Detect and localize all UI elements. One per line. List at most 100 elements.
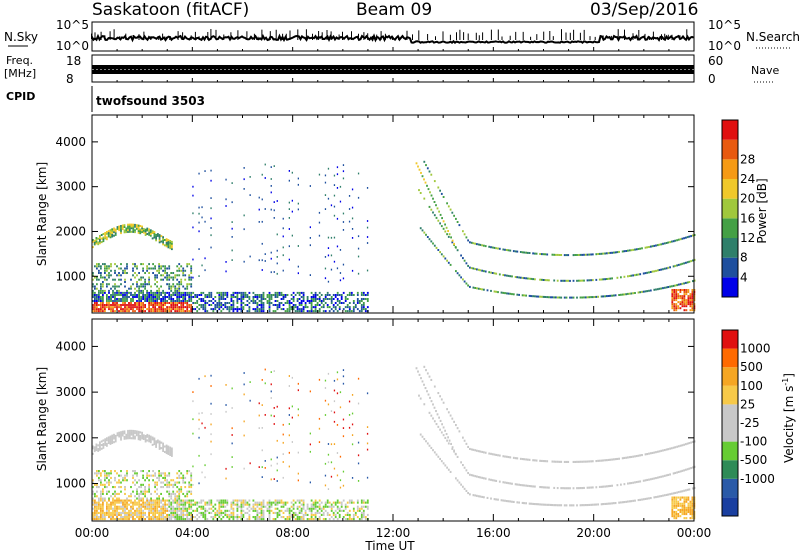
velocity-cell-984 (114, 479, 116, 482)
velocity-cell-302 (162, 503, 164, 506)
power-cell-1291 (137, 230, 140, 232)
power-cell-10 (94, 306, 96, 309)
power-cell-716 (294, 310, 297, 313)
velocity-cell-772 (312, 503, 315, 506)
velocity-cell-1488 (324, 414, 327, 416)
power-cell-1716 (479, 269, 482, 272)
velocity-cell-529 (228, 509, 231, 512)
velocity-cell-1462 (288, 407, 290, 410)
power-cell-793 (318, 296, 321, 298)
power-cell-1585 (495, 247, 498, 250)
power-cell-1153 (178, 274, 181, 277)
power-cell-1144 (176, 278, 179, 281)
power-cell-23 (96, 300, 98, 302)
cbar-swatch-8 (722, 348, 738, 368)
velocity-cell-539 (232, 513, 235, 516)
velocity-cell-1748 (546, 486, 549, 489)
power-cell-979 (112, 278, 114, 281)
power-cell-35 (100, 310, 102, 313)
velocity-cell-2070 (691, 508, 694, 511)
velocity-cell-1442 (273, 415, 275, 418)
power-cell-658 (272, 310, 275, 313)
velocity-cell-1106 (162, 472, 164, 475)
power-cell-548 (234, 291, 237, 294)
velocity-cell-605 (254, 503, 257, 506)
power-cell-188 (138, 310, 140, 313)
velocity-cell-795 (320, 513, 323, 516)
power-cell-1799 (662, 268, 664, 271)
power-cell-1121 (168, 278, 171, 281)
velocity-cell-451 (202, 507, 205, 510)
velocity-cell-987 (116, 497, 118, 500)
velocity-cell-37 (100, 513, 102, 516)
power-cell-834 (336, 304, 339, 306)
velocity-cell-1389 (210, 440, 212, 443)
velocity-cell-2061 (689, 508, 692, 511)
velocity-cell-1043 (140, 490, 142, 493)
velocity-cell-1255 (121, 432, 124, 435)
velocity-cell-764 (310, 507, 313, 510)
velocity-cell-263 (154, 507, 156, 510)
velocity-cell-119 (120, 507, 122, 510)
power-cell-406 (186, 291, 189, 294)
power-cell-456 (204, 306, 207, 309)
velocity-cell-1075 (152, 479, 154, 482)
velocity-cell-701 (288, 511, 291, 514)
power-cell-1582 (490, 246, 492, 249)
power-cell-1393 (210, 197, 212, 199)
power-cell-1101 (160, 265, 162, 268)
velocity-cell-1930 (648, 497, 650, 500)
power-cell-1424 (261, 220, 263, 223)
power-cell-1699 (446, 233, 448, 236)
power-cell-1572 (470, 241, 473, 244)
velocity-cell-1642 (614, 458, 617, 461)
power-cell-1086 (156, 281, 158, 283)
velocity-cell-577 (242, 499, 245, 502)
velocity-cell-865 (348, 501, 351, 504)
velocity-cell-1597 (521, 458, 524, 461)
power-cell-1223 (107, 233, 110, 236)
power-cell-584 (246, 300, 249, 302)
power-cell-594 (250, 300, 253, 302)
velocity-cell-1887 (560, 504, 563, 507)
velocity-cell-392 (184, 513, 187, 516)
power-cell-184 (136, 302, 138, 304)
power-cell-332 (170, 302, 173, 304)
power-cell-1631 (595, 253, 598, 256)
velocity-cell-707 (290, 505, 293, 508)
power-cell-596 (252, 302, 255, 304)
power-cell-592 (248, 296, 251, 298)
velocity-cell-1177 (188, 486, 191, 489)
velocity-cell-306 (164, 511, 166, 514)
power-cell-794 (318, 291, 321, 294)
velocity-cell-1272 (128, 431, 131, 434)
velocity-cell-49 (102, 507, 104, 510)
velocity-cell-1804 (672, 472, 675, 475)
velocity-cell-788 (318, 518, 321, 521)
power-cell-1692 (433, 214, 436, 217)
velocity-cell-180 (134, 499, 136, 502)
power-cell-284 (158, 294, 160, 296)
power-cell-598 (252, 298, 255, 300)
power-cell-1184 (190, 276, 193, 279)
power-cell-642 (266, 296, 269, 298)
power-cell-2065 (689, 293, 692, 296)
power-cell-1770 (600, 278, 603, 281)
velocity-cell-533 (230, 507, 233, 510)
power-cell-923 (96, 283, 98, 286)
power-cell-1494 (327, 247, 330, 249)
power-cell-243 (150, 300, 152, 302)
power-cell-276 (156, 291, 158, 294)
velocity-cell-619 (258, 503, 261, 506)
power-cell-32 (98, 296, 100, 298)
velocity-cell-134 (124, 513, 126, 516)
power-cell-2063 (689, 297, 692, 300)
velocity-cell-1441 (273, 423, 275, 425)
velocity-cell-456 (204, 513, 207, 516)
velocity-cell-1927 (642, 498, 645, 501)
power-cell-1895 (581, 296, 584, 299)
velocity-cell-1158 (180, 488, 183, 491)
power-cell-1802 (667, 266, 670, 269)
power-cell-1268 (127, 223, 129, 226)
velocity-cell-890 (360, 511, 363, 514)
